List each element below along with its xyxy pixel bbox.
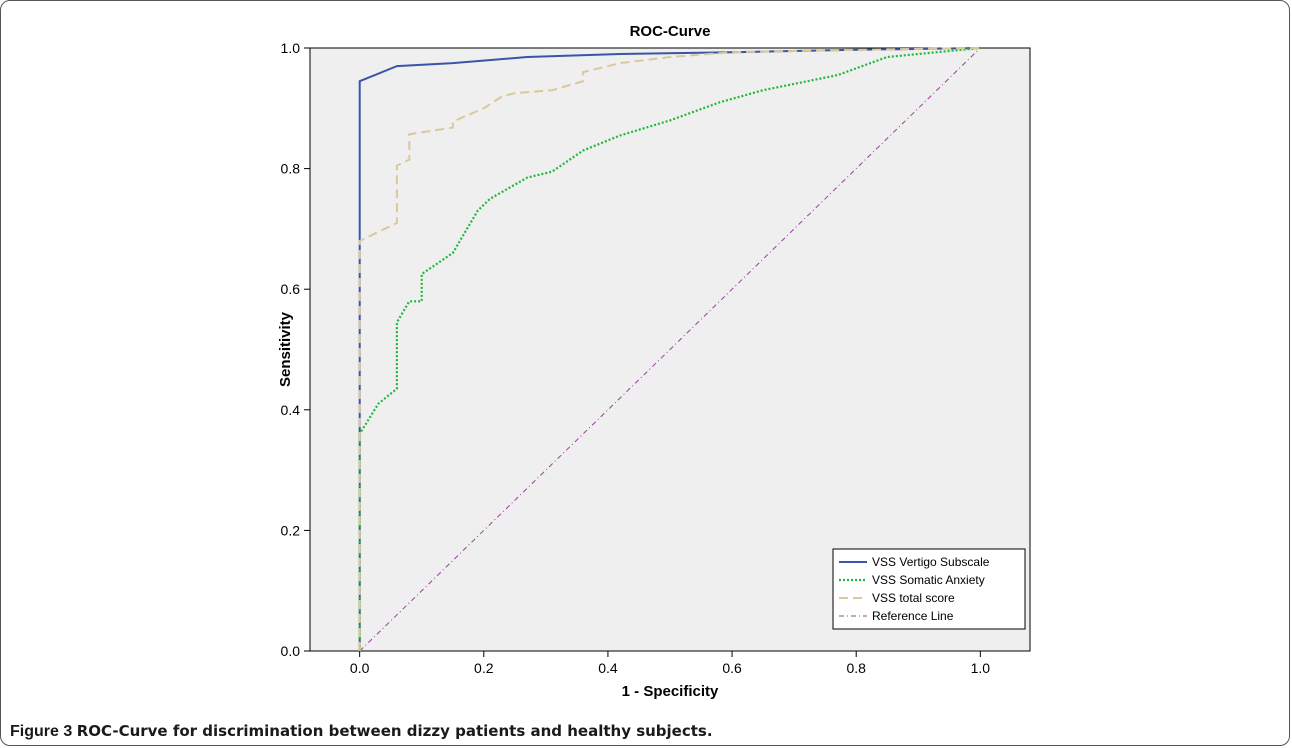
y-tick-label: 1.0 bbox=[281, 40, 301, 56]
y-tick-label: 0.8 bbox=[281, 161, 301, 177]
series-line-reference-line bbox=[359, 47, 981, 652]
x-tick-label: 0.6 bbox=[722, 660, 742, 676]
series-line-vss-total-score bbox=[358, 47, 981, 651]
legend-label: VSS Vertigo Subscale bbox=[872, 555, 990, 569]
figure-caption: Figure 3 ROC-Curve for discrimination be… bbox=[10, 722, 713, 741]
x-tick-label: 0.4 bbox=[598, 660, 618, 676]
chart-title: ROC-Curve bbox=[630, 23, 711, 40]
x-tick-label: 0.8 bbox=[846, 660, 866, 676]
y-axis-label: Sensitivity bbox=[277, 311, 294, 387]
y-tick-label: 0.6 bbox=[281, 281, 301, 297]
caption-text: ROC-Curve for discrimination between diz… bbox=[76, 722, 713, 740]
y-tick-label: 0.0 bbox=[281, 643, 301, 659]
legend: VSS Vertigo Subscale VSS Somatic Anxiety V… bbox=[832, 548, 1026, 630]
legend-label: VSS Somatic Anxiety bbox=[872, 573, 985, 587]
roc-chart: 0.0 0.2 0.4 0.6 0.8 1.0 0.0 0.2 0.4 0.6 0.8 1.0 ROC… bbox=[277, 23, 1031, 700]
series-line-vss-somatic-anxiety bbox=[358, 46, 981, 651]
series-layer bbox=[358, 46, 981, 652]
legend-label: Reference Line bbox=[872, 609, 954, 623]
x-tick-label: 0.0 bbox=[350, 660, 370, 676]
y-tick-label: 0.2 bbox=[281, 522, 301, 538]
axes-layer: 0.0 0.2 0.4 0.6 0.8 1.0 0.0 0.2 0.4 0.6 0.8 1.0 bbox=[281, 40, 991, 676]
x-tick-label: 0.2 bbox=[474, 660, 494, 676]
legend-label: VSS total score bbox=[872, 591, 955, 605]
y-tick-label: 0.4 bbox=[281, 402, 301, 418]
figure-number: Figure 3 bbox=[10, 723, 73, 740]
x-tick-label: 1.0 bbox=[971, 660, 991, 676]
x-axis-label: 1 - Specificity bbox=[622, 683, 719, 700]
